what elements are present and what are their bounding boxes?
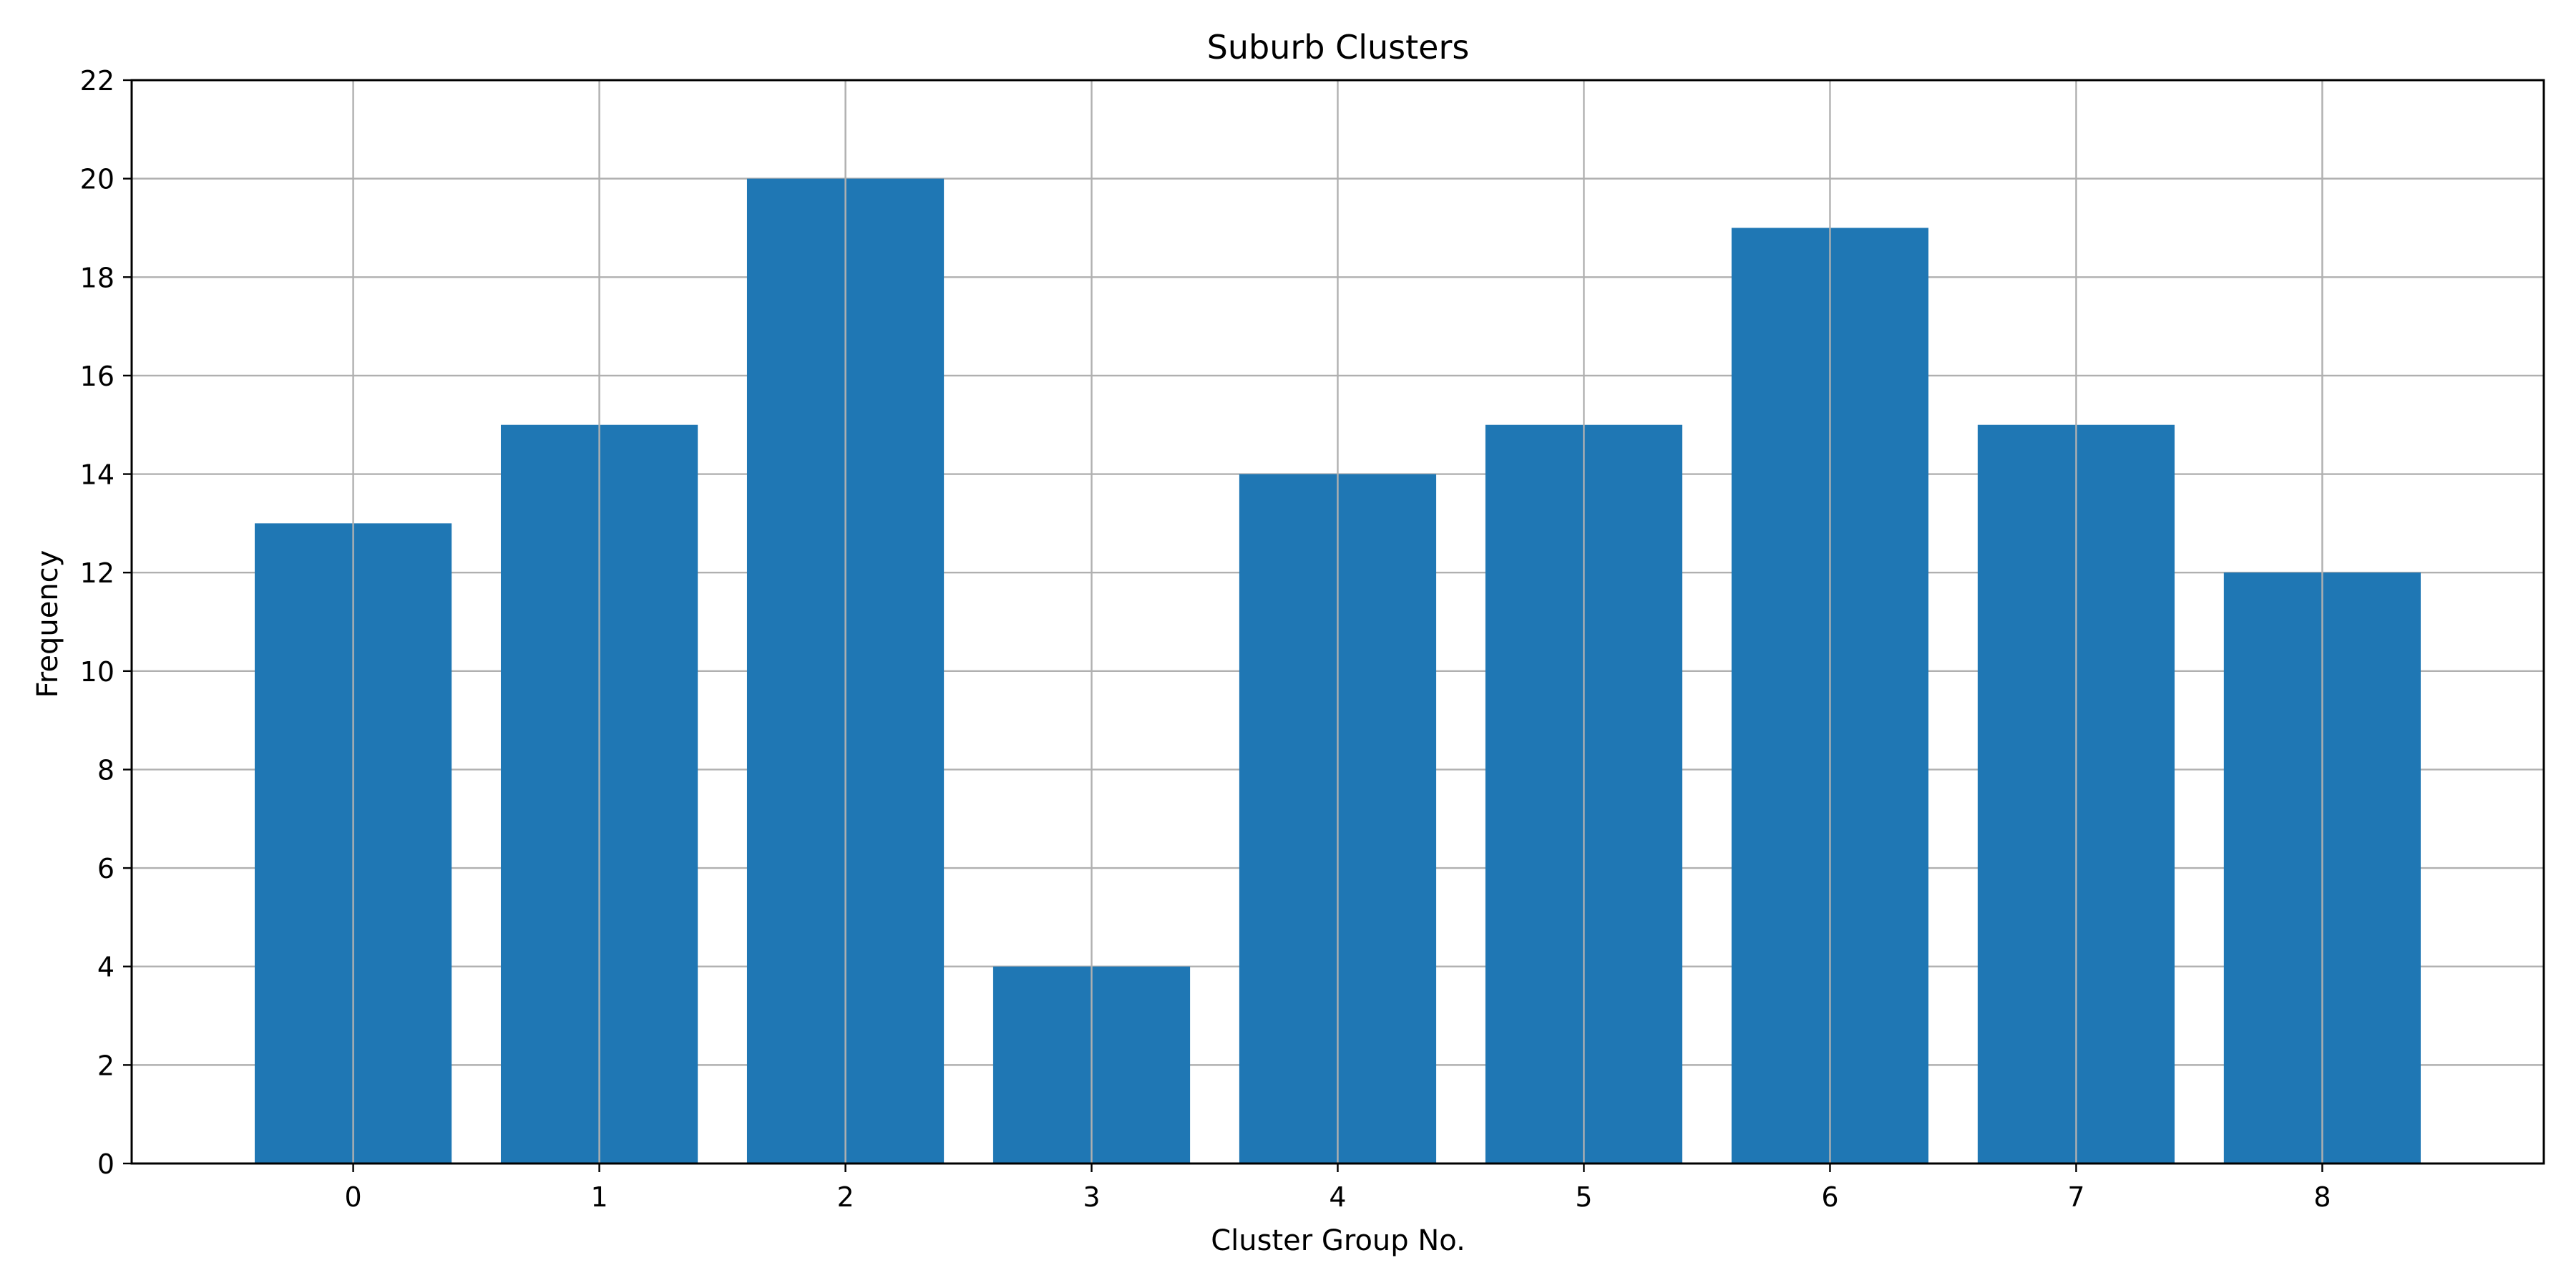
y-tick-label: 4 [97,952,114,983]
y-tick-label: 2 [97,1050,114,1081]
y-tick-label: 22 [80,65,114,97]
y-tick-label: 20 [80,164,114,195]
y-axis-ticks: 0 2 4 6 8 10 12 14 16 18 20 22 [80,65,132,1180]
y-tick-label: 14 [80,459,114,491]
x-tick-label: 8 [2313,1181,2331,1213]
x-axis-label: Cluster Group No. [1211,1224,1465,1257]
y-axis-label: Frequency [31,550,64,698]
x-tick-label: 3 [1083,1181,1100,1213]
x-axis-ticks: 0 1 2 3 4 5 6 7 8 [344,1163,2331,1213]
x-tick-label: 7 [2067,1181,2084,1213]
x-tick-label: 0 [344,1181,361,1213]
y-tick-label: 18 [80,262,114,293]
x-tick-label: 2 [836,1181,854,1213]
chart-title: Suburb Clusters [1207,28,1470,67]
x-tick-label: 6 [1821,1181,1838,1213]
y-tick-label: 0 [97,1148,114,1180]
x-tick-label: 1 [590,1181,608,1213]
y-tick-label: 6 [97,853,114,884]
y-tick-label: 8 [97,754,114,786]
y-tick-label: 16 [80,361,114,392]
x-tick-label: 4 [1329,1181,1346,1213]
y-tick-label: 10 [80,656,114,688]
y-tick-label: 12 [80,557,114,589]
vertical-grid-lines [352,80,2323,1163]
x-tick-label: 5 [1575,1181,1592,1213]
